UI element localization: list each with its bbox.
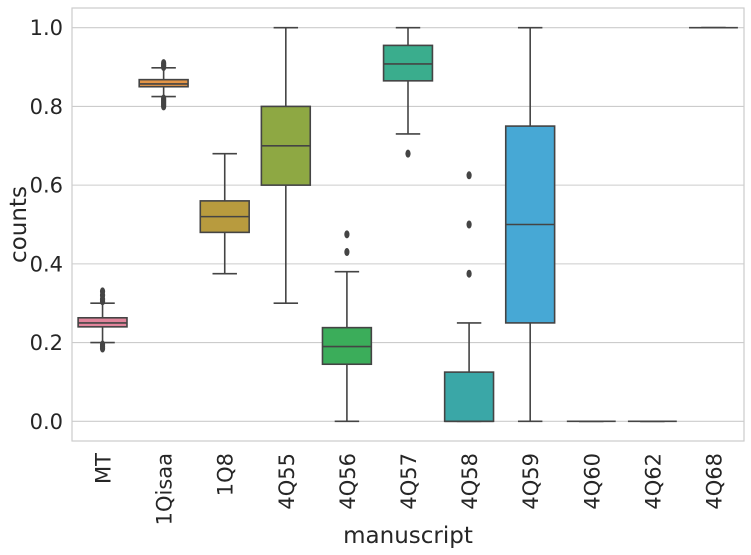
box-4Q56 [321, 230, 373, 423]
plot-frame [71, 7, 745, 442]
outlier-point [344, 248, 350, 257]
x-tick-label: 4Q57 [397, 453, 421, 510]
x-tick-label: 4Q68 [702, 453, 726, 510]
outlier-point [161, 94, 167, 103]
x-tick-label: 1Q8 [214, 453, 238, 496]
y-tick-label: 0.0 [30, 410, 63, 434]
y-tick-labels: 0.0 0.2 0.4 0.6 0.8 1.0 [30, 16, 63, 434]
y-tick-label: 0.8 [30, 95, 63, 119]
box-1Q8 [199, 152, 250, 275]
outlier-point [161, 59, 167, 68]
outlier-point [99, 340, 106, 349]
y-tick-label: 1.0 [30, 16, 63, 40]
outlier-point [466, 171, 472, 180]
outlier-point [466, 269, 472, 278]
box-4Q59 [504, 26, 556, 423]
box-body [443, 371, 495, 423]
x-tick-label: 1Qisaa [153, 453, 177, 525]
box-1Qisaa [138, 59, 189, 111]
x-tick-label: 4Q56 [336, 453, 360, 510]
box-MT [77, 287, 128, 353]
y-tick-label: 0.6 [30, 174, 63, 198]
outlier-point [466, 220, 472, 229]
x-axis-label: manuscript [343, 523, 473, 549]
x-tick-label: 4Q55 [275, 453, 299, 510]
y-tick-label: 0.2 [30, 331, 63, 355]
x-tick-label: 4Q62 [641, 453, 665, 510]
x-tick-labels: MT 1Qisaa 1Q8 4Q55 4Q56 4Q57 4Q58 4Q59 4Q60 4Q62 4… [92, 453, 727, 526]
outlier-point [405, 149, 411, 158]
outlier-point [99, 287, 106, 296]
box-4Q55 [260, 26, 312, 305]
x-tick-label: 4Q58 [458, 453, 482, 510]
x-tick-label: 4Q60 [580, 453, 604, 510]
x-tick-label: 4Q59 [519, 453, 543, 510]
y-tick-label: 0.4 [30, 252, 63, 276]
x-tick-label: MT [92, 453, 116, 484]
outlier-point [344, 230, 350, 239]
boxes [77, 26, 738, 423]
y-axis-label: counts [6, 186, 32, 263]
box-4Q58 [443, 171, 495, 423]
box-4Q57 [382, 26, 434, 158]
